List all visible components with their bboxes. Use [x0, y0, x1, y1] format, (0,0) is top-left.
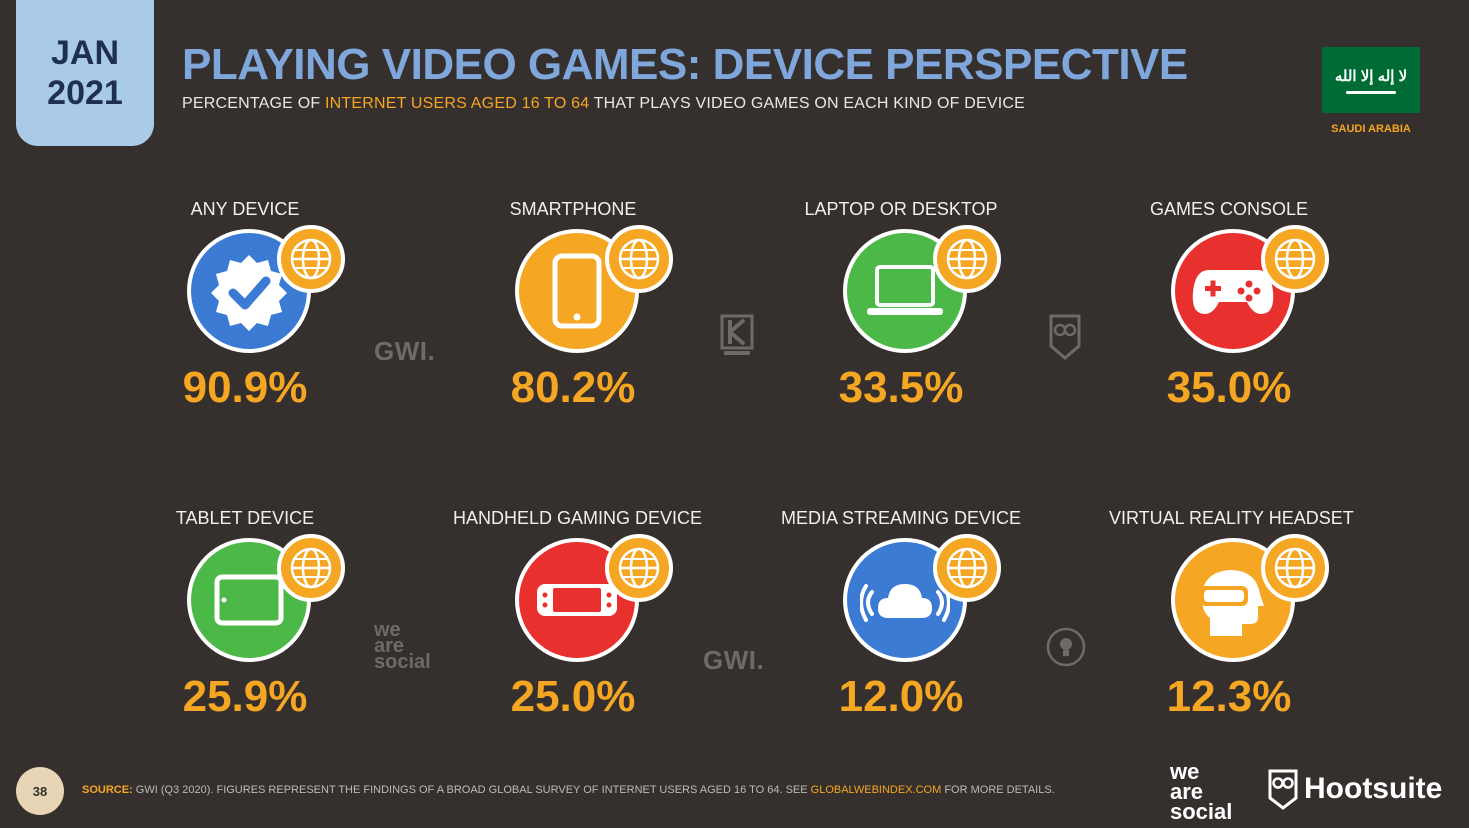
device-label: VIRTUAL REALITY HEADSET — [1109, 508, 1354, 528]
device-label: TABLET DEVICE — [175, 508, 315, 528]
device-value: 90.9% — [182, 363, 308, 412]
watermark-social: social — [374, 651, 431, 673]
device-value: 35.0% — [1166, 363, 1292, 412]
brand-social: social — [1170, 799, 1233, 824]
hootsuite-wordmark: Hootsuite — [1304, 772, 1443, 805]
globe-icon — [1261, 225, 1329, 293]
device-value: 33.5% — [838, 363, 964, 412]
device-label: GAMES CONSOLE — [1149, 199, 1309, 219]
subtitle-post: THAT PLAYS VIDEO GAMES ON EACH KIND OF D… — [589, 95, 1025, 112]
source-label: SOURCE: — [82, 784, 133, 796]
lightbulb-watermark-icon — [1046, 627, 1086, 672]
device-value: 25.9% — [182, 672, 308, 721]
flag-sword-icon — [1346, 90, 1396, 94]
brand-are: are — [1170, 779, 1204, 804]
date-month: JAN — [50, 34, 120, 72]
device-value: 80.2% — [510, 363, 636, 412]
device-label: ANY DEVICE — [190, 199, 300, 219]
device-label: LAPTOP OR DESKTOP — [804, 199, 998, 219]
device-value: 12.0% — [838, 672, 964, 721]
subtitle-pre: PERCENTAGE OF — [182, 95, 325, 112]
globe-icon — [277, 225, 345, 293]
gwi-watermark: GWI. — [374, 336, 436, 366]
subtitle-highlight: INTERNET USERS AGED 16 TO 64 — [324, 95, 590, 112]
device-value: 25.0% — [510, 672, 636, 721]
device-label: MEDIA STREAMING DEVICE — [781, 508, 1022, 528]
hootsuite-logo: Hootsuite — [1268, 768, 1442, 810]
we-are-social-logo: we are social — [1170, 759, 1233, 824]
kepios-logo-icon — [720, 314, 754, 363]
page-subtitle: PERCENTAGE OF INTERNET USERS AGED 16 TO … — [182, 95, 1025, 113]
date-badge: JAN 2021 — [16, 0, 154, 146]
page-title: PLAYING VIDEO GAMES: DEVICE PERSPECTIVE — [182, 40, 1188, 89]
flag-country-label: SAUDI ARABIA — [1331, 123, 1411, 135]
globe-icon — [1261, 534, 1329, 602]
globe-icon — [605, 225, 673, 293]
watermark-are: are — [374, 635, 405, 657]
device-label: SMARTPHONE — [509, 199, 637, 219]
gwi-watermark-2: GWI. — [703, 645, 765, 675]
source-tail: FOR MORE DETAILS. — [941, 784, 1055, 796]
source-text: GWI (Q3 2020). FIGURES REPRESENT THE FIN… — [132, 784, 811, 796]
hootsuite-owl-watermark-icon — [1048, 312, 1082, 365]
globe-icon — [933, 225, 1001, 293]
globe-icon — [605, 534, 673, 602]
source-note: SOURCE: GWI (Q3 2020). FIGURES REPRESENT… — [82, 784, 1055, 796]
hootsuite-owl-icon — [1268, 769, 1298, 810]
globe-icon — [277, 534, 345, 602]
brand-we: we — [1170, 759, 1200, 784]
gamepad-icon — [1171, 229, 1295, 353]
flag-script: لا إله إلا الله — [1334, 67, 1408, 85]
globe-icon — [933, 534, 1001, 602]
we-are-social-watermark: we are social — [374, 619, 431, 673]
saudi-flag: لا إله إلا الله — [1322, 47, 1420, 113]
page-number: 38 — [16, 767, 64, 815]
device-value: 12.3% — [1166, 672, 1292, 721]
device-label: HANDHELD GAMING DEVICE — [453, 508, 703, 528]
source-link[interactable]: GLOBALWEBINDEX.COM — [810, 784, 942, 796]
watermark-we: we — [374, 619, 401, 641]
date-year: 2021 — [47, 74, 123, 112]
